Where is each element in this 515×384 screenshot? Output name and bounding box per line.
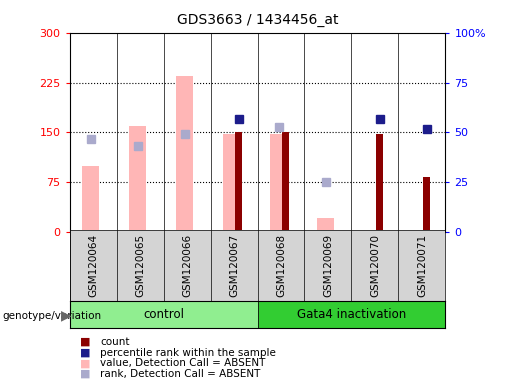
Text: GSM120064: GSM120064 <box>88 234 98 297</box>
Text: GSM120066: GSM120066 <box>182 234 192 297</box>
Bar <box>82 166 99 232</box>
Text: GSM120068: GSM120068 <box>276 234 286 297</box>
Text: percentile rank within the sample: percentile rank within the sample <box>100 348 277 358</box>
Text: GSM120069: GSM120069 <box>323 234 333 297</box>
Text: GSM120065: GSM120065 <box>135 234 145 297</box>
Text: GSM120071: GSM120071 <box>417 234 427 297</box>
Text: count: count <box>100 337 130 347</box>
Bar <box>270 134 287 232</box>
Text: GSM120067: GSM120067 <box>229 234 239 297</box>
Bar <box>376 134 383 232</box>
Text: control: control <box>143 308 184 321</box>
Text: Gata4 inactivation: Gata4 inactivation <box>297 308 406 321</box>
Text: ■: ■ <box>80 358 90 368</box>
Text: ■: ■ <box>80 369 90 379</box>
Bar <box>423 177 430 232</box>
Text: GSM120070: GSM120070 <box>370 234 380 297</box>
Text: ▶: ▶ <box>61 309 72 323</box>
Text: genotype/variation: genotype/variation <box>3 311 101 321</box>
Bar <box>224 134 240 232</box>
Text: ■: ■ <box>80 348 90 358</box>
Bar <box>282 132 289 232</box>
Bar <box>70 301 258 328</box>
Text: rank, Detection Call = ABSENT: rank, Detection Call = ABSENT <box>100 369 261 379</box>
Text: value, Detection Call = ABSENT: value, Detection Call = ABSENT <box>100 358 266 368</box>
Bar <box>177 76 193 232</box>
Text: GDS3663 / 1434456_at: GDS3663 / 1434456_at <box>177 13 338 27</box>
Bar <box>258 301 445 328</box>
Bar <box>129 126 146 232</box>
Bar <box>235 132 242 232</box>
Bar <box>317 218 334 232</box>
Text: ■: ■ <box>80 337 90 347</box>
